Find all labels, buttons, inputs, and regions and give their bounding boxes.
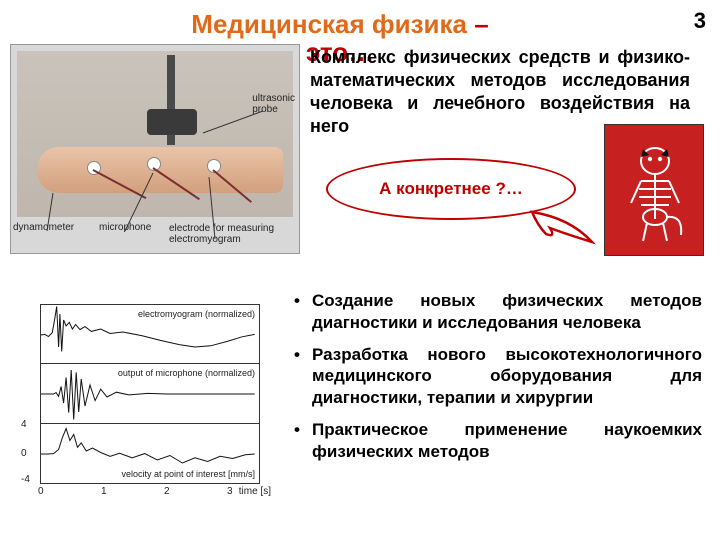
photo-scene <box>17 51 293 217</box>
xtick-2: 2 <box>164 486 170 497</box>
x-axis-label: time [s] <box>239 486 271 497</box>
xtick-0: 0 <box>38 486 44 497</box>
xtick-3: 3 <box>227 486 233 497</box>
label-electrode: electrode for measuring electromyogram <box>169 223 274 245</box>
title-dash: – <box>467 9 489 39</box>
callout-text: А конкретнее ?… <box>379 179 523 199</box>
probe-head <box>147 109 197 135</box>
ytick-0: 0 <box>21 448 27 459</box>
chart-label-1: electromyogram (normalized) <box>138 309 255 319</box>
page-number: 3 <box>694 8 706 34</box>
title-main: Медицинская физика <box>191 9 467 39</box>
bullet-item: Разработка нового высокотехнологичного м… <box>294 344 702 409</box>
signal-charts: electromyogram (normalized) output of mi… <box>14 304 280 528</box>
bullet-item: Создание новых физических методов диагно… <box>294 290 702 334</box>
forearm <box>37 147 283 193</box>
bullet-item: Практическое применение наукоемких физич… <box>294 419 702 463</box>
chart-label-2: output of microphone (normalized) <box>118 368 255 378</box>
label-dynamometer: dynamometer <box>13 222 74 233</box>
xtick-1: 1 <box>101 486 107 497</box>
ytick-4: 4 <box>21 419 27 430</box>
chart-panel-velocity: velocity at point of interest [mm/s] 4 0… <box>40 424 260 484</box>
chart-panel-emg: electromyogram (normalized) <box>40 304 260 364</box>
ytick-neg4: -4 <box>21 474 30 485</box>
cat-skeleton-card <box>604 124 704 256</box>
chart-label-3: velocity at point of interest [mm/s] <box>121 469 255 479</box>
bullet-list: Создание новых физических методов диагно… <box>294 290 702 472</box>
chart-panel-mic: output of microphone (normalized) <box>40 364 260 424</box>
label-microphone: microphone <box>99 222 151 233</box>
label-ultrasonic-probe: ultrasonic probe <box>252 93 295 115</box>
cat-skeleton-icon <box>621 145 689 245</box>
experiment-photo: ultrasonic probe dynamometer microphone … <box>10 44 300 254</box>
